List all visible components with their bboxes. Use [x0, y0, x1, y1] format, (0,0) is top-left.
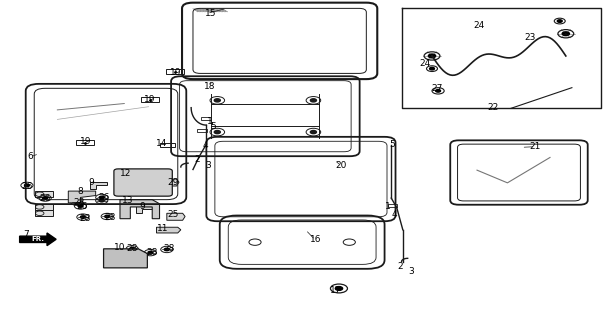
Polygon shape — [20, 233, 56, 246]
Text: 28: 28 — [79, 214, 91, 223]
Bar — [35, 210, 53, 216]
Text: 7: 7 — [23, 230, 29, 239]
Circle shape — [78, 205, 83, 207]
Circle shape — [100, 196, 104, 199]
Circle shape — [100, 199, 104, 202]
Text: 21: 21 — [530, 142, 541, 151]
Text: 15: 15 — [205, 9, 216, 18]
Text: 4: 4 — [202, 141, 208, 150]
Circle shape — [214, 131, 221, 134]
Text: 26: 26 — [40, 194, 51, 203]
Text: 16: 16 — [310, 236, 321, 244]
Text: 13: 13 — [122, 196, 134, 205]
Polygon shape — [90, 182, 106, 189]
Circle shape — [310, 131, 316, 134]
Circle shape — [81, 216, 86, 218]
Polygon shape — [164, 179, 179, 186]
Text: 28: 28 — [73, 198, 85, 207]
Bar — [202, 117, 211, 120]
Polygon shape — [136, 206, 153, 213]
Text: 10: 10 — [114, 243, 126, 252]
Circle shape — [24, 184, 29, 187]
Circle shape — [335, 287, 343, 290]
Circle shape — [562, 32, 569, 36]
Text: 8: 8 — [78, 187, 83, 196]
Bar — [388, 204, 397, 207]
Text: 1: 1 — [207, 117, 212, 126]
Text: 27: 27 — [431, 84, 442, 93]
Text: 28: 28 — [147, 248, 158, 257]
Text: 3: 3 — [205, 161, 211, 170]
Text: 12: 12 — [120, 169, 132, 178]
Circle shape — [557, 20, 562, 22]
Circle shape — [43, 197, 48, 199]
Text: 29: 29 — [167, 178, 178, 187]
Text: 3: 3 — [409, 267, 414, 276]
Text: 19: 19 — [144, 95, 156, 104]
Text: 19: 19 — [170, 68, 181, 77]
Circle shape — [430, 68, 434, 70]
Text: 9: 9 — [89, 178, 94, 187]
Bar — [159, 142, 175, 147]
Circle shape — [105, 215, 109, 218]
Text: 26: 26 — [76, 203, 87, 212]
Bar — [35, 191, 53, 197]
FancyBboxPatch shape — [114, 169, 172, 196]
Text: 26: 26 — [21, 181, 32, 190]
Bar — [166, 69, 184, 74]
Text: 18: 18 — [203, 82, 215, 91]
Circle shape — [214, 99, 221, 102]
Text: 24: 24 — [419, 59, 430, 68]
Text: 5: 5 — [210, 122, 216, 131]
Text: 11: 11 — [158, 224, 169, 233]
Text: 9: 9 — [140, 203, 145, 212]
Text: 19: 19 — [79, 137, 91, 146]
Text: 17: 17 — [330, 286, 342, 295]
Circle shape — [75, 201, 79, 204]
Text: 20: 20 — [335, 161, 346, 170]
Text: 14: 14 — [156, 139, 167, 148]
Text: 28: 28 — [164, 244, 175, 253]
Circle shape — [164, 248, 169, 251]
Text: 22: 22 — [487, 103, 499, 112]
Text: 5: 5 — [389, 140, 395, 148]
Text: 25: 25 — [167, 210, 178, 219]
Text: 23: 23 — [525, 33, 536, 42]
Bar — [76, 140, 95, 145]
Text: 1: 1 — [386, 203, 391, 212]
Polygon shape — [120, 200, 159, 219]
Circle shape — [130, 248, 134, 250]
Bar — [197, 129, 207, 132]
Circle shape — [148, 252, 153, 254]
Polygon shape — [167, 213, 185, 220]
Text: 4: 4 — [392, 210, 397, 219]
Polygon shape — [156, 227, 181, 233]
Text: 2: 2 — [398, 262, 403, 271]
Text: 24: 24 — [474, 21, 485, 30]
Text: 28: 28 — [104, 212, 115, 221]
Bar — [35, 204, 53, 210]
Text: 26: 26 — [98, 193, 109, 202]
Circle shape — [310, 99, 316, 102]
Polygon shape — [104, 249, 147, 268]
Polygon shape — [68, 191, 96, 203]
Circle shape — [436, 90, 441, 92]
Circle shape — [428, 54, 436, 58]
Text: FR.: FR. — [31, 236, 45, 242]
Text: 2: 2 — [194, 156, 200, 164]
Text: 28: 28 — [126, 244, 138, 253]
Bar — [141, 97, 159, 102]
Text: 6: 6 — [27, 152, 34, 161]
